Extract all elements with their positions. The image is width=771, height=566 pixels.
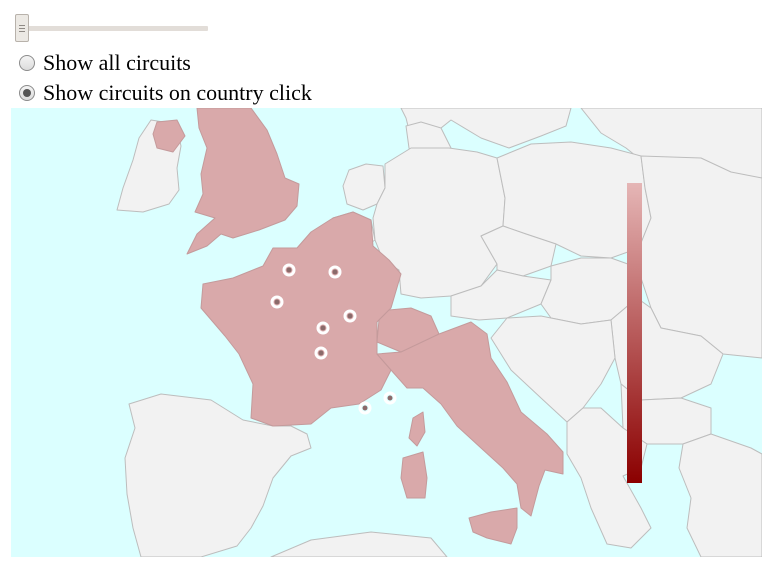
europe-map[interactable] [11, 108, 762, 557]
circuit-marker[interactable] [316, 321, 330, 335]
circuit-marker[interactable] [314, 346, 328, 360]
show-circuits-on-click-radio[interactable] [19, 85, 35, 101]
slider-handle[interactable] [15, 14, 29, 42]
country-france[interactable] [200, 211, 402, 427]
show-all-circuits-radio[interactable] [19, 55, 35, 71]
circuit-marker-center [274, 299, 280, 305]
circuit-marker[interactable] [282, 263, 296, 277]
mode-slider[interactable] [15, 14, 215, 44]
country-spain-portugal[interactable] [124, 393, 312, 557]
color-legend-bar [627, 183, 642, 483]
country-northern-ireland[interactable] [152, 119, 186, 153]
circuit-marker[interactable] [383, 391, 397, 405]
country-united-kingdom[interactable] [186, 108, 300, 255]
circuit-marker[interactable] [270, 295, 284, 309]
circuit-marker-center [362, 405, 368, 411]
show-all-circuits-option[interactable]: Show all circuits [19, 50, 191, 76]
show-circuits-on-click-label: Show circuits on country click [43, 80, 312, 105]
map-svg [116, 108, 762, 557]
slider-track[interactable] [23, 26, 208, 31]
circuit-marker[interactable] [343, 309, 357, 323]
country-north-africa[interactable] [270, 531, 448, 557]
show-all-circuits-label: Show all circuits [43, 50, 191, 75]
circuit-marker-center [332, 269, 338, 275]
island-corsica[interactable] [408, 411, 426, 447]
circuit-marker-center [320, 325, 326, 331]
island-sardinia[interactable] [400, 451, 428, 499]
island-sicily[interactable] [468, 507, 518, 545]
country-balkans-west[interactable] [490, 315, 616, 423]
circuit-marker-center [286, 267, 292, 273]
country-turkey[interactable] [678, 433, 762, 557]
circuit-marker-center [387, 395, 393, 401]
circuit-marker-center [318, 350, 324, 356]
circuit-marker[interactable] [328, 265, 342, 279]
circuit-marker-center [347, 313, 353, 319]
show-circuits-on-click-option[interactable]: Show circuits on country click [19, 80, 312, 106]
country-italy[interactable] [376, 321, 564, 517]
circuit-marker[interactable] [358, 401, 372, 415]
